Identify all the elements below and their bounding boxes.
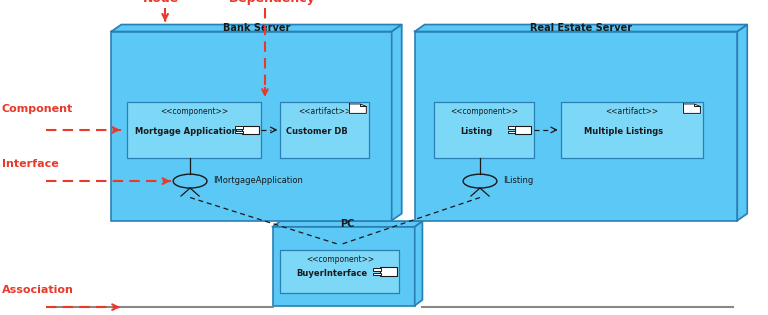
Bar [380, 267, 397, 276]
Bar [127, 102, 261, 158]
Bar [434, 102, 534, 158]
Bar [235, 131, 243, 134]
Text: Component: Component [2, 105, 73, 114]
Bar [280, 250, 399, 293]
Text: Real Estate Server: Real Estate Server [530, 23, 632, 33]
Text: Node: Node [143, 0, 180, 5]
Bar [373, 268, 381, 271]
Bar [273, 227, 415, 306]
Text: Dependency: Dependency [230, 0, 316, 5]
Bar [373, 272, 381, 275]
Bar [515, 125, 531, 134]
Polygon shape [349, 104, 366, 113]
Text: <<component>>: <<component>> [450, 107, 518, 116]
Polygon shape [273, 221, 422, 227]
Text: Bank Server: Bank Server [223, 23, 290, 33]
Text: <<component>>: <<component>> [160, 107, 228, 116]
Bar [415, 32, 737, 220]
Text: <<artifact>>: <<artifact>> [298, 107, 351, 116]
Polygon shape [415, 25, 747, 32]
Polygon shape [111, 25, 402, 32]
Text: Mortgage Application: Mortgage Application [135, 127, 237, 136]
Text: Interface: Interface [2, 159, 58, 169]
Bar [280, 102, 369, 158]
Bar [508, 126, 515, 129]
Bar [111, 32, 392, 220]
Text: Multiple Listings: Multiple Listings [584, 127, 664, 136]
Polygon shape [737, 25, 747, 220]
Text: Association: Association [2, 285, 74, 295]
Text: IListing: IListing [503, 176, 533, 185]
Polygon shape [684, 104, 700, 113]
Text: Customer DB: Customer DB [286, 127, 348, 136]
Text: <<component>>: <<component>> [306, 255, 374, 264]
Text: PC: PC [340, 219, 355, 229]
Bar [242, 125, 259, 134]
Text: IMortgageApplication: IMortgageApplication [213, 176, 303, 185]
Text: BuyerInterface: BuyerInterface [296, 269, 368, 278]
Text: Listing: Listing [460, 127, 492, 136]
Bar [561, 102, 703, 158]
Bar [235, 126, 243, 129]
Text: <<artifact>>: <<artifact>> [605, 107, 658, 116]
Bar [508, 131, 515, 134]
Polygon shape [415, 221, 422, 306]
Polygon shape [392, 25, 402, 220]
